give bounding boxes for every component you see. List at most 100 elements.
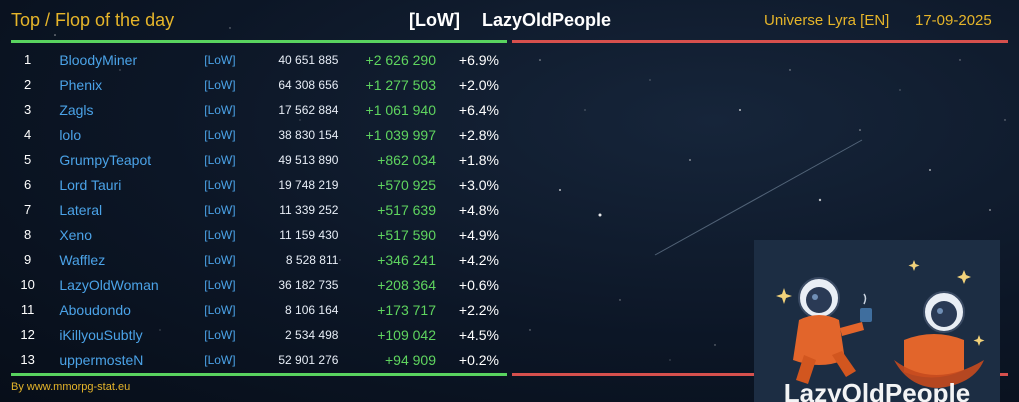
player-name-link[interactable]: Aboudondo — [59, 301, 131, 318]
rank-cell: 11 — [20, 302, 35, 317]
gain-cell: +862 034 — [377, 151, 436, 168]
points-cell: 64 308 656 — [278, 77, 339, 92]
rank-cell: 2 — [24, 77, 32, 92]
player-name-link[interactable]: Lateral — [59, 201, 103, 218]
footer-credit: By www.mmorpg-stat.eu — [11, 381, 131, 393]
rank-cell: 1 — [24, 52, 32, 67]
alliance-tag-link[interactable]: [LoW] — [204, 177, 236, 192]
table-row: 11 Aboudondo [LoW] 8 106 164 +173 717 +2.2% — [11, 297, 507, 322]
gain-cell: +346 241 — [377, 251, 436, 268]
universe-label: Universe Lyra [EN] — [764, 12, 890, 29]
percent-cell: +6.4% — [458, 101, 499, 118]
gain-cell: +517 590 — [377, 226, 436, 243]
player-name-link[interactable]: LazyOldWoman — [59, 276, 159, 293]
points-cell: 52 901 276 — [278, 352, 339, 367]
alliance-tag-link[interactable]: [LoW] — [204, 77, 236, 92]
player-name-link[interactable]: lolo — [59, 126, 82, 143]
alliance-tag-link[interactable]: [LoW] — [204, 227, 236, 242]
table-row: 5 GrumpyTeapot [LoW] 49 513 890 +862 034 +1.8… — [11, 147, 507, 172]
points-cell: 36 182 735 — [278, 277, 339, 292]
gain-cell: +2 626 290 — [365, 51, 436, 68]
page-title: Top / Flop of the day — [11, 10, 175, 30]
alliance-tag-link[interactable]: [LoW] — [204, 327, 236, 342]
table-row: 4 lolo [LoW] 38 830 154 +1 039 997 +2.8% — [11, 122, 507, 147]
alliance-tag-link[interactable]: [LoW] — [204, 102, 236, 117]
percent-cell: +4.9% — [458, 226, 499, 243]
percent-cell: +2.0% — [458, 76, 499, 93]
alliance-tag-link[interactable]: [LoW] — [204, 302, 236, 317]
rank-cell: 6 — [24, 177, 32, 192]
player-name-link[interactable]: BloodyMiner — [59, 51, 138, 68]
points-cell: 49 513 890 — [278, 152, 339, 167]
table-row: 10 LazyOldWoman [LoW] 36 182 735 +208 364 +0.… — [11, 272, 507, 297]
table-row: 7 Lateral [LoW] 11 339 252 +517 639 +4.8% — [11, 197, 507, 222]
percent-cell: +2.2% — [458, 301, 499, 318]
points-cell: 11 159 430 — [279, 227, 339, 242]
rank-cell: 12 — [20, 327, 35, 342]
alliance-name: LazyOldPeople — [482, 10, 612, 30]
points-cell: 8 106 164 — [285, 302, 339, 317]
gain-cell: +1 061 940 — [365, 101, 436, 118]
player-name-link[interactable]: iKillyouSubtly — [59, 326, 143, 343]
top-divider — [11, 40, 507, 43]
alliance-tag-link[interactable]: [LoW] — [204, 52, 236, 67]
alliance-tag-link[interactable]: [LoW] — [204, 127, 236, 142]
points-cell: 8 528 811 — [285, 252, 339, 267]
table-row: 2 Phenix [LoW] 64 308 656 +1 277 503 +2.0% — [11, 72, 507, 97]
table-row: 3 Zagls [LoW] 17 562 884 +1 061 940 +6.4% — [11, 97, 507, 122]
percent-cell: +1.8% — [458, 151, 499, 168]
points-cell: 2 534 498 — [285, 327, 339, 342]
rank-cell: 8 — [24, 227, 32, 242]
rank-cell: 3 — [24, 102, 32, 117]
player-name-link[interactable]: Xeno — [59, 226, 93, 243]
player-name-link[interactable]: GrumpyTeapot — [59, 151, 152, 168]
rank-cell: 5 — [24, 152, 32, 167]
top-players-table: 1 BloodyMiner [LoW] 40 651 885 +2 626 290 +6.… — [11, 47, 507, 372]
alliance-tag-link[interactable]: [LoW] — [204, 352, 236, 367]
points-cell: 17 562 884 — [278, 102, 339, 117]
alliance-tag: [LoW] — [409, 10, 460, 30]
gain-cell: +94 909 — [385, 351, 436, 368]
percent-cell: +2.8% — [458, 126, 499, 143]
points-cell: 19 748 219 — [278, 177, 339, 192]
rank-cell: 10 — [20, 277, 35, 292]
player-name-link[interactable]: Phenix — [59, 76, 103, 93]
alliance-tag-link[interactable]: [LoW] — [204, 152, 236, 167]
percent-cell: +4.2% — [458, 251, 499, 268]
player-name-link[interactable]: Lord Tauri — [59, 176, 122, 193]
percent-cell: +4.8% — [458, 201, 499, 218]
table-row: 9 Wafflez [LoW] 8 528 811 +346 241 +4.2% — [11, 247, 507, 272]
logo-text: LazyOldPeople — [784, 378, 970, 402]
rank-cell: 9 — [24, 252, 32, 267]
gain-cell: +173 717 — [377, 301, 436, 318]
alliance-tag-link[interactable]: [LoW] — [204, 252, 236, 267]
percent-cell: +6.9% — [458, 51, 499, 68]
rank-cell: 4 — [24, 127, 32, 142]
table-row: 1 BloodyMiner [LoW] 40 651 885 +2 626 290 +6.… — [11, 47, 507, 72]
alliance-tag-link[interactable]: [LoW] — [204, 202, 236, 217]
percent-cell: +4.5% — [458, 326, 499, 343]
player-name-link[interactable]: uppermosteN — [59, 351, 144, 368]
gain-cell: +517 639 — [377, 201, 436, 218]
date-label: 17-09-2025 — [915, 12, 992, 29]
gain-cell: +208 364 — [377, 276, 436, 293]
percent-cell: +0.2% — [458, 351, 499, 368]
alliance-tag-link[interactable]: [LoW] — [204, 277, 236, 292]
percent-cell: +0.6% — [458, 276, 499, 293]
player-name-link[interactable]: Zagls — [59, 101, 94, 118]
top-divider-bottom — [11, 373, 507, 376]
gain-cell: +109 042 — [377, 326, 436, 343]
points-cell: 38 830 154 — [278, 127, 339, 142]
table-row: 6 Lord Tauri [LoW] 19 748 219 +570 925 +3.0% — [11, 172, 507, 197]
points-cell: 40 651 885 — [278, 52, 339, 67]
gain-cell: +1 277 503 — [365, 76, 436, 93]
gain-cell: +1 039 997 — [365, 126, 436, 143]
rank-cell: 13 — [20, 352, 35, 367]
points-cell: 11 339 252 — [279, 202, 339, 217]
table-row: 12 iKillyouSubtly [LoW] 2 534 498 +109 042 +4… — [11, 322, 507, 347]
flop-divider — [512, 40, 1008, 43]
player-name-link[interactable]: Wafflez — [59, 251, 106, 268]
table-row: 8 Xeno [LoW] 11 159 430 +517 590 +4.9% — [11, 222, 507, 247]
rank-cell: 7 — [24, 202, 32, 217]
